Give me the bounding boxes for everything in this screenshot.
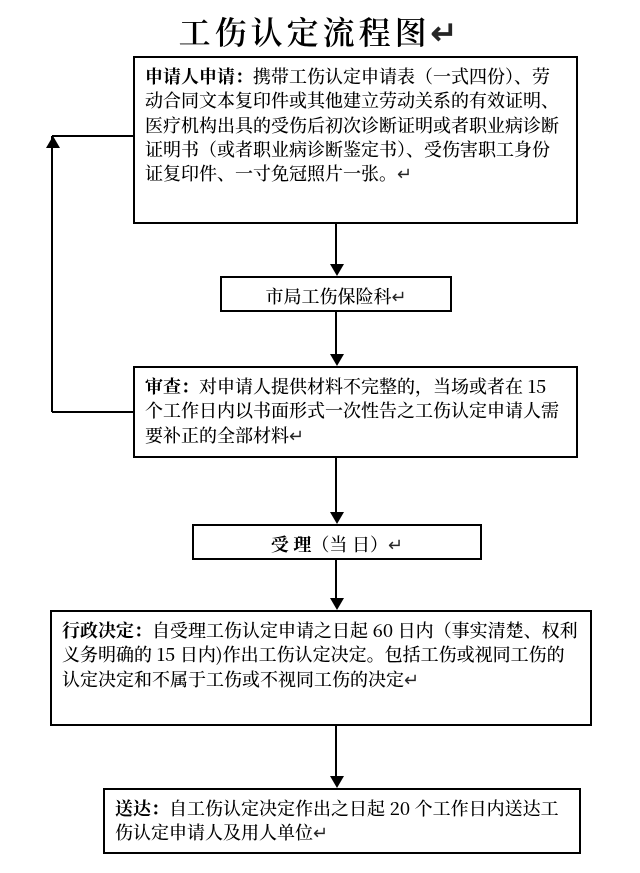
node-text: （当 日） <box>311 531 388 557</box>
node-label: 送达： <box>115 795 169 821</box>
node-text: 市局工伤保险科 <box>265 283 391 309</box>
node-text: 对申请人提供材料不完整的，当场或者在 15 个工作日内以书面形式一次性告之工伤认… <box>145 373 559 448</box>
return-mark: ↵ <box>388 531 403 557</box>
arrow-head-icon <box>330 354 344 366</box>
flowchart-canvas: 工伤认定流程图↵ 申请人申请：携带工伤认定申请表（一式四份）、劳动合同文本复印件… <box>0 0 640 873</box>
arrow-head-icon <box>46 136 60 148</box>
return-mark: ↵ <box>391 283 406 309</box>
arrow-head-icon <box>330 512 344 524</box>
node-label: 申请人申请： <box>145 63 253 89</box>
node-applicant-apply: 申请人申请：携带工伤认定申请表（一式四份）、劳动合同文本复印件或其他建立劳动关系… <box>133 56 578 224</box>
arrow-segment <box>335 224 337 264</box>
return-mark: ↵ <box>404 666 419 692</box>
node-review: 审查：对申请人提供材料不完整的，当场或者在 15 个工作日内以书面形式一次性告之… <box>133 366 578 458</box>
return-mark: ↵ <box>397 160 412 186</box>
title-text: 工伤认定流程图 <box>179 8 431 54</box>
flowchart-title: 工伤认定流程图↵ <box>0 8 640 54</box>
return-mark: ↵ <box>289 422 304 448</box>
arrow-head-icon <box>330 776 344 788</box>
arrow-segment <box>335 312 337 354</box>
node-decision: 行政决定：自受理工伤认定申请之日起 60 日内（事实清楚、权利义务明确的 15 … <box>50 610 592 726</box>
arrow-segment <box>335 458 337 512</box>
node-bureau: 市局工伤保险科↵ <box>220 276 452 312</box>
node-label: 行政决定： <box>62 617 152 643</box>
node-deliver: 送达：自工伤认定决定作出之日起 20 个工作日内送达工伤认定申请人及用人单位↵ <box>103 788 581 854</box>
arrow-head-icon <box>330 598 344 610</box>
arrow-segment <box>52 135 133 137</box>
arrow-head-icon <box>330 264 344 276</box>
arrow-segment <box>52 411 133 413</box>
arrow-segment <box>335 726 337 776</box>
arrow-segment <box>335 560 337 598</box>
node-label: 受 理 <box>271 531 312 557</box>
node-accept: 受 理（当 日）↵ <box>192 524 482 560</box>
return-mark: ↵ <box>313 819 328 845</box>
return-mark: ↵ <box>431 8 462 54</box>
arrow-segment <box>51 136 53 412</box>
node-text: 自工伤认定决定作出之日起 20 个工作日内送达工伤认定申请人及用人单位 <box>115 795 559 845</box>
node-label: 审查： <box>145 373 199 399</box>
